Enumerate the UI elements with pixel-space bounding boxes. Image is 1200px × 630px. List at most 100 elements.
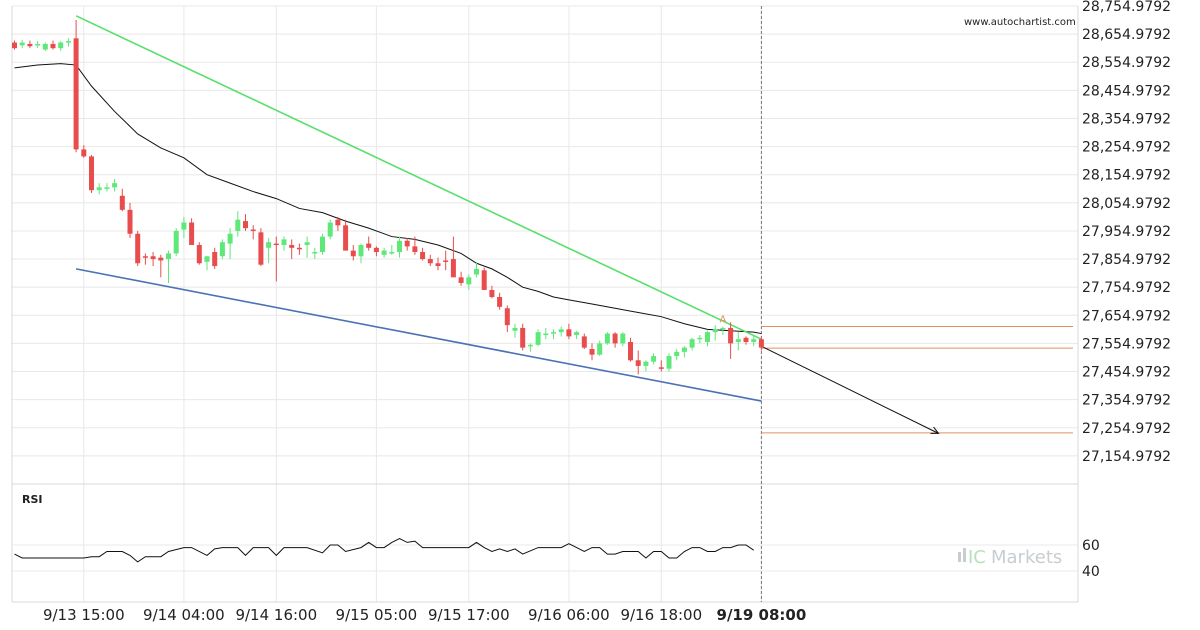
candle	[474, 261, 479, 278]
candle	[366, 236, 372, 251]
candle	[89, 155, 94, 193]
candle	[327, 219, 333, 240]
y-tick-label: 27,454.9792	[1082, 365, 1171, 381]
candle-body	[289, 244, 295, 248]
candle	[466, 274, 472, 290]
candle-body	[728, 327, 734, 344]
candle-body	[258, 232, 264, 265]
candle-body	[481, 270, 487, 290]
y-tick-label: 28,254.9792	[1082, 140, 1171, 156]
y-tick-label: 28,054.9792	[1082, 196, 1171, 212]
candle-body	[466, 277, 472, 285]
candle	[404, 237, 410, 251]
candle	[181, 216, 187, 238]
candle	[450, 236, 456, 278]
candle	[212, 247, 218, 269]
candle-body	[450, 259, 456, 278]
candle	[158, 254, 164, 278]
watermark-text: www.autochartist.com	[964, 17, 1076, 28]
candle	[335, 216, 341, 231]
candle-body	[335, 219, 341, 226]
candle-body	[589, 349, 595, 355]
candle-body	[27, 43, 33, 47]
candle-body	[166, 253, 171, 260]
rsi-tick-label: 60	[1082, 538, 1100, 554]
candle-body	[658, 367, 664, 369]
candle	[227, 228, 233, 260]
candle	[720, 326, 726, 335]
candle-body	[281, 239, 287, 245]
candle	[674, 349, 680, 361]
candle	[204, 256, 210, 271]
candle-body	[150, 256, 156, 260]
candle-body	[651, 356, 657, 362]
candle-body	[250, 229, 256, 232]
candle	[712, 325, 718, 341]
candle-body	[343, 225, 349, 251]
candle	[628, 337, 633, 362]
candle	[189, 218, 195, 245]
candle	[581, 333, 587, 350]
candle-body	[643, 361, 649, 366]
x-tick-label: 9/19 08:00	[717, 606, 807, 624]
candle-body	[504, 308, 510, 326]
candle	[420, 247, 426, 261]
candle-body	[404, 240, 410, 247]
candle	[751, 334, 757, 347]
candle	[320, 233, 325, 255]
candle	[250, 225, 256, 240]
candle	[273, 236, 279, 282]
x-tick-label: 9/16 18:00	[620, 606, 702, 624]
candle-body	[412, 246, 418, 253]
x-tick-label: 9/15 05:00	[336, 606, 418, 624]
candle-body	[235, 219, 241, 231]
candle-body	[612, 333, 618, 344]
candle-body	[597, 343, 603, 355]
candle-body	[35, 43, 41, 46]
candle	[689, 337, 695, 351]
y-tick-label: 28,654.9792	[1082, 27, 1171, 43]
candle-body	[189, 222, 195, 245]
y-tick-label: 27,154.9792	[1082, 449, 1171, 465]
candle-body	[435, 263, 441, 267]
candle-body	[358, 244, 364, 257]
candle	[358, 243, 364, 264]
candle	[620, 332, 626, 347]
candle-body	[204, 256, 210, 262]
candle-body	[81, 149, 87, 157]
rsi-panel: 60 40	[12, 537, 1100, 580]
candle-body	[273, 243, 279, 246]
y-tick-label: 27,954.9792	[1082, 224, 1171, 240]
candle	[343, 219, 349, 251]
candle	[65, 38, 71, 47]
candle	[558, 326, 564, 337]
candle	[350, 244, 356, 261]
candle-body	[751, 339, 757, 343]
candle	[312, 247, 318, 260]
candle-body	[12, 42, 17, 49]
candle-body	[712, 329, 718, 333]
candle-body	[566, 329, 572, 337]
candle-body	[581, 336, 587, 348]
candle-body	[743, 337, 749, 343]
candle	[135, 230, 141, 267]
y-tick-label: 27,354.9792	[1082, 393, 1171, 409]
candle	[666, 353, 672, 372]
y-tick-label: 28,454.9792	[1082, 83, 1171, 99]
candle-body	[312, 252, 318, 254]
candle-body	[58, 42, 64, 49]
y-tick-label: 27,854.9792	[1082, 252, 1171, 268]
candle	[219, 239, 225, 260]
y-tick-label: 28,554.9792	[1082, 55, 1171, 71]
candle	[96, 183, 102, 195]
y-tick-label: 27,754.9792	[1082, 280, 1171, 296]
candle-body	[42, 43, 48, 50]
candle-body	[758, 339, 764, 348]
y-tick-label: 27,554.9792	[1082, 336, 1171, 352]
candle-body	[50, 43, 56, 49]
y-tick-label: 28,354.9792	[1082, 111, 1171, 127]
candle-body	[104, 187, 110, 189]
candle	[235, 211, 241, 237]
candle	[566, 323, 572, 340]
